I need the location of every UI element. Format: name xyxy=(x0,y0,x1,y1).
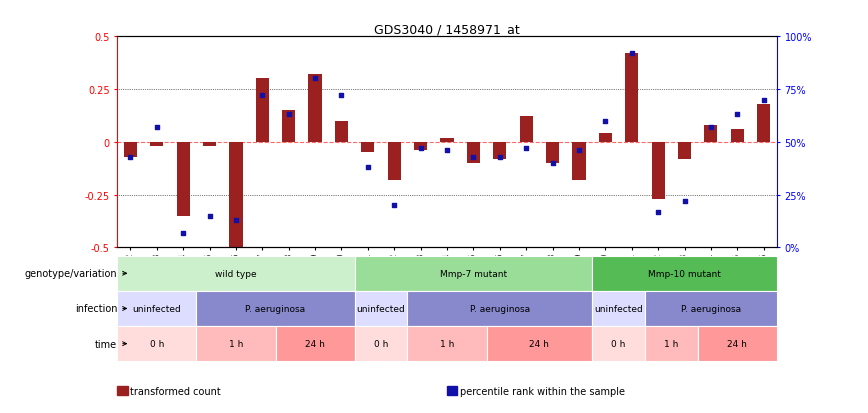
Bar xyxy=(196,326,275,361)
Point xyxy=(387,202,401,209)
Point xyxy=(440,147,454,154)
Text: 24 h: 24 h xyxy=(727,339,747,348)
Text: genotype/variation: genotype/variation xyxy=(24,268,127,279)
Bar xyxy=(592,326,645,361)
Bar xyxy=(308,75,322,142)
Point xyxy=(202,213,216,220)
Point xyxy=(308,76,322,83)
Bar xyxy=(407,291,592,326)
Point xyxy=(176,230,190,236)
Bar xyxy=(282,111,295,142)
Text: 0 h: 0 h xyxy=(149,339,164,348)
Point xyxy=(730,112,744,119)
Text: percentile rank within the sample: percentile rank within the sample xyxy=(460,386,625,396)
Bar xyxy=(117,256,355,291)
Title: GDS3040 / 1458971_at: GDS3040 / 1458971_at xyxy=(374,23,520,36)
Text: P. aeruginosa: P. aeruginosa xyxy=(246,304,306,313)
Bar xyxy=(487,326,592,361)
Text: 0 h: 0 h xyxy=(374,339,388,348)
Text: 1 h: 1 h xyxy=(229,339,243,348)
Bar xyxy=(355,256,592,291)
Point xyxy=(546,160,560,167)
Point xyxy=(598,118,612,125)
Text: 1 h: 1 h xyxy=(664,339,679,348)
Point xyxy=(625,51,639,57)
Text: 24 h: 24 h xyxy=(529,339,549,348)
Bar xyxy=(124,142,137,157)
Point xyxy=(493,154,507,161)
Point xyxy=(757,97,771,104)
Bar xyxy=(592,256,777,291)
Text: uninfected: uninfected xyxy=(357,304,405,313)
Bar xyxy=(275,326,355,361)
Bar xyxy=(731,130,744,142)
Point xyxy=(651,209,665,215)
Bar xyxy=(757,104,770,142)
Point xyxy=(150,124,164,131)
Bar xyxy=(150,142,163,147)
Bar xyxy=(546,142,559,164)
Bar xyxy=(203,142,216,147)
Point xyxy=(572,147,586,154)
Point xyxy=(361,164,375,171)
Point xyxy=(255,93,269,100)
Point xyxy=(466,154,480,161)
Bar xyxy=(196,291,355,326)
Bar xyxy=(117,326,196,361)
Bar xyxy=(698,326,777,361)
Text: Mmp-7 mutant: Mmp-7 mutant xyxy=(440,269,507,278)
Bar xyxy=(704,126,718,142)
Bar xyxy=(256,79,269,142)
Text: 0 h: 0 h xyxy=(611,339,626,348)
Point xyxy=(704,124,718,131)
Bar xyxy=(599,134,612,142)
Bar xyxy=(355,326,407,361)
Text: Mmp-10 mutant: Mmp-10 mutant xyxy=(648,269,721,278)
Bar xyxy=(440,138,454,142)
Text: transformed count: transformed count xyxy=(130,386,221,396)
Point xyxy=(123,154,137,161)
Bar xyxy=(592,291,645,326)
Bar xyxy=(645,326,698,361)
Bar xyxy=(625,54,638,142)
Bar xyxy=(572,142,586,180)
Bar xyxy=(520,117,533,142)
Text: P. aeruginosa: P. aeruginosa xyxy=(681,304,741,313)
Bar xyxy=(361,142,374,153)
Bar xyxy=(678,142,691,159)
Bar xyxy=(176,142,190,216)
Text: infection: infection xyxy=(75,304,127,314)
Bar xyxy=(229,142,242,248)
Text: 1 h: 1 h xyxy=(440,339,454,348)
Text: uninfected: uninfected xyxy=(595,304,643,313)
Point xyxy=(414,145,428,152)
Text: time: time xyxy=(95,339,127,349)
Bar xyxy=(414,142,427,151)
Bar xyxy=(652,142,665,199)
Bar xyxy=(117,291,196,326)
Point xyxy=(678,198,692,205)
Bar xyxy=(645,291,777,326)
Point xyxy=(519,145,533,152)
Text: 24 h: 24 h xyxy=(306,339,325,348)
Bar xyxy=(335,121,348,142)
Bar xyxy=(388,142,401,180)
Point xyxy=(334,93,348,100)
Text: wild type: wild type xyxy=(215,269,257,278)
Text: uninfected: uninfected xyxy=(133,304,181,313)
Bar xyxy=(493,142,506,159)
Bar xyxy=(407,326,487,361)
Point xyxy=(282,112,296,119)
Bar xyxy=(467,142,480,164)
Point xyxy=(229,217,243,224)
Bar xyxy=(355,291,407,326)
Text: P. aeruginosa: P. aeruginosa xyxy=(470,304,529,313)
